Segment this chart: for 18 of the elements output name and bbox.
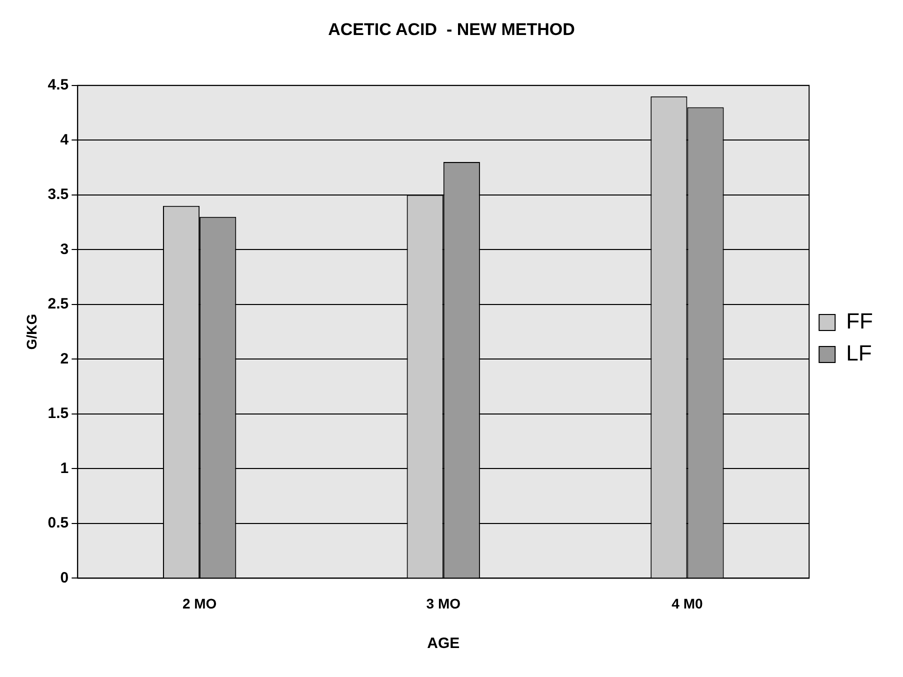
- x-tick-label: 4 M0: [672, 595, 703, 612]
- y-tick-label: 2.5: [48, 296, 69, 313]
- x-tick-label: 2 MO: [182, 595, 217, 612]
- y-tick-label: 0: [60, 569, 69, 586]
- legend-label: FF: [846, 308, 874, 334]
- y-tick-label: 2: [60, 350, 69, 368]
- y-tick-label: 1: [60, 460, 69, 477]
- legend-label: LF: [846, 340, 872, 366]
- x-tick-label: 3 MO: [426, 595, 461, 612]
- y-tick-label: 3.5: [48, 186, 69, 204]
- y-tick-label: 1.5: [48, 405, 69, 422]
- y-tick-label: 4.5: [48, 76, 69, 94]
- x-axis-title: AGE: [427, 635, 460, 652]
- y-axis-title: G/KG: [23, 314, 40, 350]
- chart-title: ACETIC ACID - NEW METHOD: [328, 20, 575, 39]
- y-tick-label: 4: [60, 131, 70, 148]
- y-tick-label: 3: [60, 240, 69, 258]
- y-tick-label: 0.5: [48, 514, 69, 532]
